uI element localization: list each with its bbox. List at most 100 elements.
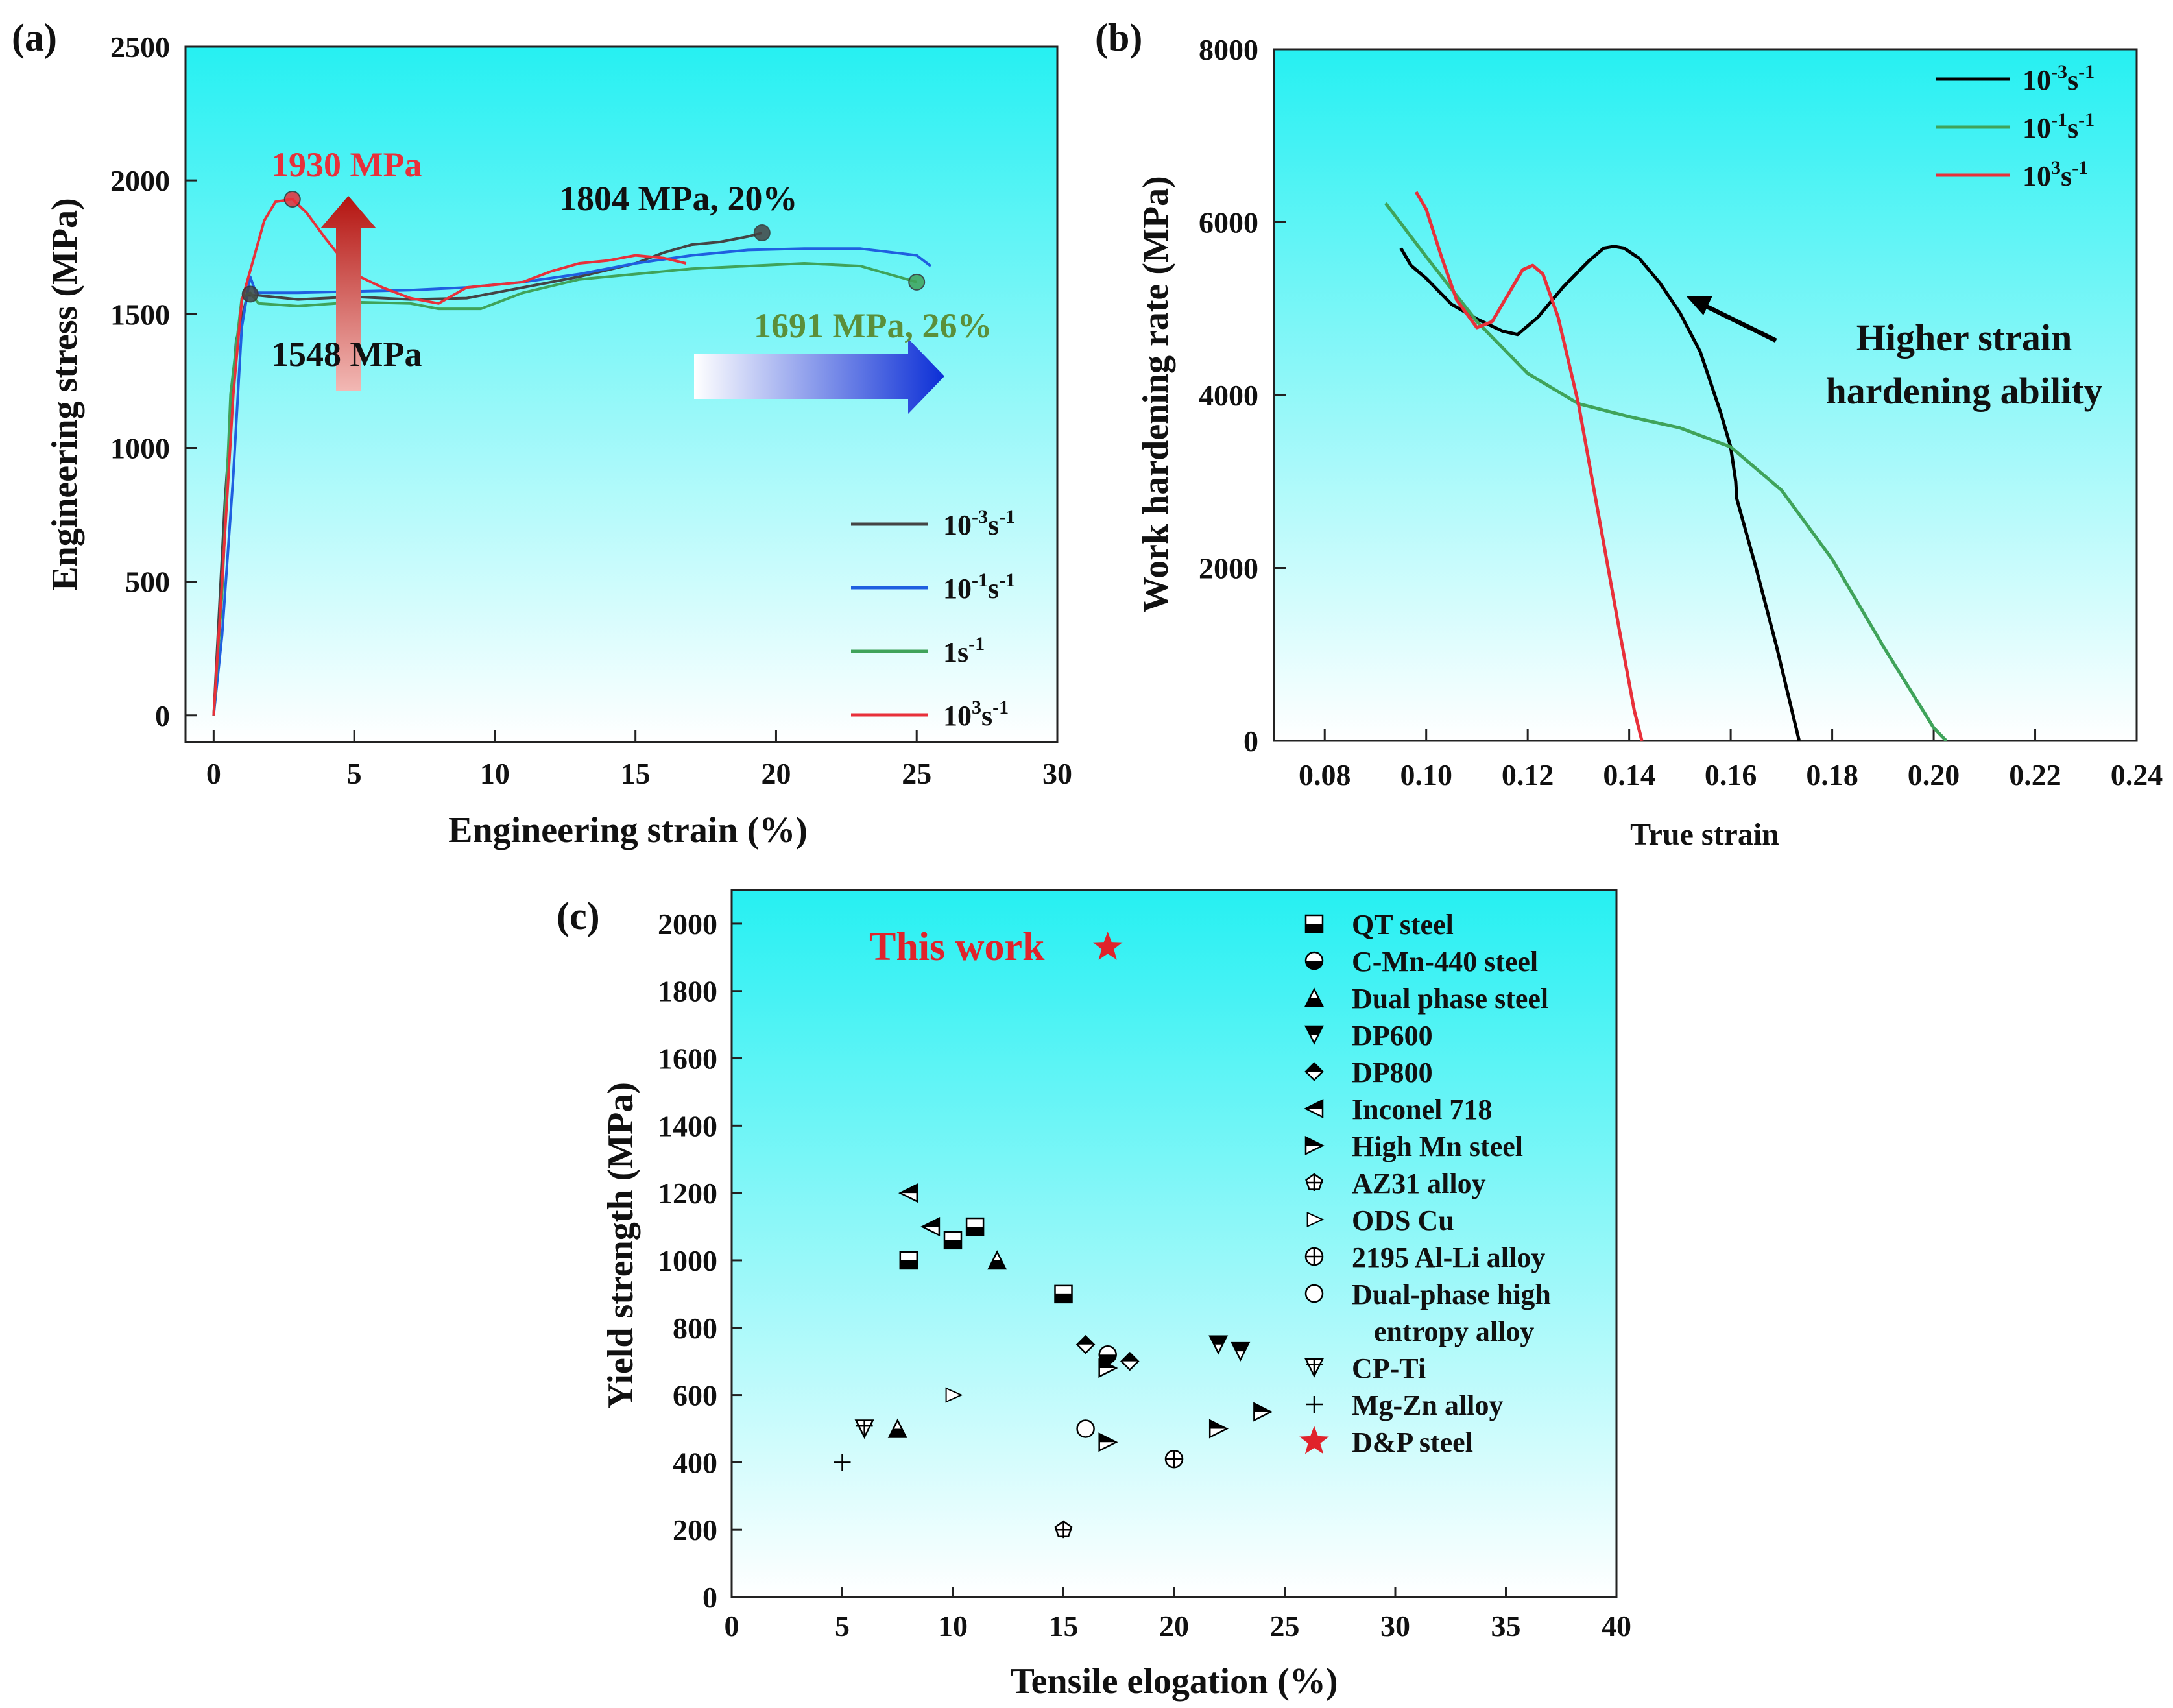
series-line-3 xyxy=(212,198,687,716)
x-tick-label: 10 xyxy=(938,1609,968,1642)
legend-marker-circle-open xyxy=(1304,1284,1324,1303)
x-tick-label: 0.22 xyxy=(2009,758,2061,791)
scatter-point-triangle-right-half xyxy=(1098,1432,1118,1452)
x-tick-label: 15 xyxy=(621,757,651,790)
panel-b-legend: 10-3​s-1​ 10-1​s-1​ 103​s-1​ xyxy=(1936,61,2095,192)
y-tick-label: 8000 xyxy=(1199,33,1258,66)
x-tick-label: 25 xyxy=(1270,1609,1300,1642)
panel-b-chart: (b) 0.08 0.10 0.12 0.14 0.16 0.18 0.20 0.22 0.24… xyxy=(1095,16,2163,852)
panel-b-letter: (b) xyxy=(1095,16,1142,59)
panel-a-ylabel: Engineering stress (MPa) xyxy=(45,198,85,591)
annotation-arrow-icon xyxy=(1687,296,1712,315)
legend-marker-diamond-half xyxy=(1304,1062,1324,1081)
y-tick-label: 2000 xyxy=(110,164,170,197)
x-tick-label: 0 xyxy=(725,1609,739,1642)
y-tick-label: 0 xyxy=(702,1581,717,1614)
y-tick-label: 600 xyxy=(673,1379,717,1412)
scatter-point-pentagon-cross xyxy=(1054,1520,1073,1539)
legend-marker-plus xyxy=(1306,1396,1323,1413)
x-tick-label: 0.16 xyxy=(1705,758,1757,791)
increase-arrow-icon xyxy=(320,196,376,391)
y-tick-label: 0 xyxy=(1243,725,1258,758)
y-tick-label: 2000 xyxy=(658,908,717,941)
x-tick-label: 5 xyxy=(347,757,362,790)
legend-label: C-Mn-440 steel xyxy=(1352,946,1538,978)
scatter-point-diamond-half xyxy=(1120,1351,1140,1371)
panel-a-letter: (a) xyxy=(12,16,57,59)
annotation-slow-rate: 1804 MPa, 20% xyxy=(559,179,797,218)
scatter-point-triangle-right-half xyxy=(1208,1419,1229,1439)
scatter-point-triangle-right-open xyxy=(945,1387,963,1403)
x-tick-label: 10 xyxy=(480,757,510,790)
this-work-label: This work xyxy=(869,925,1045,969)
panel-c-chart: (c) 0 5 10 15 20 25 30 35 4002004006008001000120… xyxy=(557,889,1631,1702)
legend-marker-triangle-down-half xyxy=(1304,1025,1325,1045)
x-tick-label: 0.24 xyxy=(2111,758,2163,791)
scatter-point-star xyxy=(1092,932,1123,960)
legend-label: entropy alloy xyxy=(1374,1316,1534,1347)
legend-label: Mg-Zn alloy xyxy=(1352,1389,1503,1421)
x-tick-label: 30 xyxy=(1380,1609,1410,1642)
annotation-yield-point: 1548 MPa xyxy=(271,335,422,374)
legend-label: High Mn steel xyxy=(1352,1131,1523,1162)
legend-label: CP-Ti xyxy=(1352,1353,1426,1384)
legend-marker-triangle-down-cross xyxy=(1304,1358,1325,1378)
x-tick-label: 0 xyxy=(206,757,221,790)
x-tick-label: 0.18 xyxy=(1806,758,1858,791)
legend-marker-circle-half xyxy=(1304,951,1324,970)
panel-b-ylabel: Work hardening rate (MPa) xyxy=(1136,176,1176,612)
legend-label: 10-3​s-1​ xyxy=(2023,61,2095,96)
data-point-marker xyxy=(908,273,926,291)
y-tick-label: 1000 xyxy=(110,431,170,464)
series-line-1 xyxy=(1384,202,1948,741)
scatter-point-triangle-right-half xyxy=(1098,1358,1118,1378)
x-tick-label: 15 xyxy=(1049,1609,1079,1642)
y-tick-label: 1500 xyxy=(110,298,170,331)
y-tick-label: 1000 xyxy=(658,1244,717,1277)
legend-label: 10-3​s-1​ xyxy=(943,506,1015,541)
x-tick-label: 5 xyxy=(835,1609,850,1642)
y-tick-label: 1800 xyxy=(658,975,717,1008)
scatter-point-triangle-down-cross xyxy=(854,1419,874,1439)
panel-c-xlabel: Tensile elogation (%) xyxy=(1010,1661,1338,1702)
scatter-point-circle-cross xyxy=(1164,1449,1184,1469)
annotation-line-2: hardening ability xyxy=(1825,370,2102,412)
annotation-line-1: Higher strain xyxy=(1856,317,2072,359)
annotation-peak-stress: 1930 MPa xyxy=(271,145,422,184)
legend-marker-triangle-half xyxy=(1304,987,1325,1007)
y-tick-label: 400 xyxy=(673,1446,717,1479)
panel-a-legend: 10-3​s-1​ 10-1​s-1​ 1s-1​ 103​s-1​ xyxy=(851,506,1015,732)
data-point-marker xyxy=(753,224,771,241)
panel-c-ylabel: Yield strength (MPa) xyxy=(601,1082,641,1409)
y-tick-label: 1600 xyxy=(658,1042,717,1076)
legend-label: Dual phase steel xyxy=(1352,983,1548,1015)
legend-label: Inconel 718 xyxy=(1352,1094,1492,1125)
legend-label: DP800 xyxy=(1352,1057,1433,1089)
y-tick-label: 500 xyxy=(125,566,170,599)
x-tick-label: 40 xyxy=(1602,1609,1631,1642)
data-point-marker xyxy=(283,191,301,208)
annotation-one-per-second: 1691 MPa, 26% xyxy=(754,306,992,345)
x-tick-label: 20 xyxy=(761,757,791,790)
scatter-point-triangle-down-half xyxy=(1231,1341,1251,1362)
x-tick-label: 25 xyxy=(902,757,931,790)
y-tick-label: 6000 xyxy=(1199,206,1258,239)
y-tick-label: 2000 xyxy=(1199,552,1258,585)
scatter-point-square-half xyxy=(1054,1284,1073,1304)
series-line-2 xyxy=(1414,191,1644,741)
scatter-point-circle-open xyxy=(1076,1419,1095,1438)
legend-marker-star xyxy=(1299,1426,1329,1454)
x-tick-label: 0.12 xyxy=(1502,758,1554,791)
x-tick-label: 0.20 xyxy=(1908,758,1960,791)
y-tick-label: 800 xyxy=(673,1312,717,1345)
panel-c-plot-area xyxy=(730,889,1618,1598)
scatter-point-square-half xyxy=(943,1231,963,1250)
panel-c-legend: QT steel C-Mn-440 steel Dual phase steel DP… xyxy=(1299,909,1551,1458)
x-tick-label: 35 xyxy=(1491,1609,1521,1642)
legend-marker-pentagon-cross xyxy=(1305,1173,1323,1191)
scatter-point-triangle-half xyxy=(887,1418,907,1438)
legend-label: DP600 xyxy=(1352,1020,1433,1052)
scatter-point-triangle-down-half xyxy=(1208,1335,1229,1355)
x-tick-label: 0.14 xyxy=(1603,758,1655,791)
